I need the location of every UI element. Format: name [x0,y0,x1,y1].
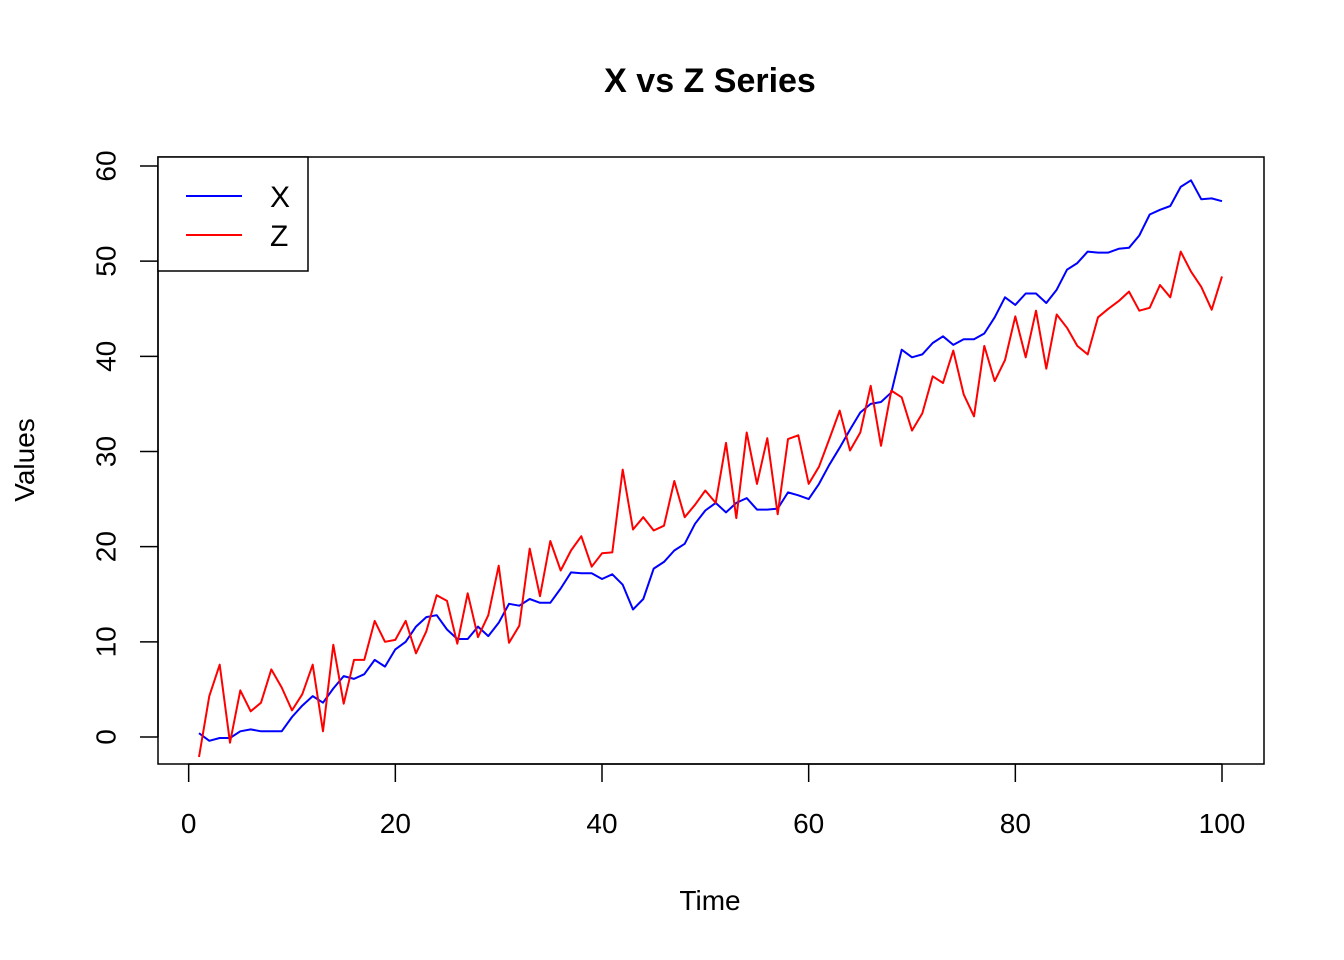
y-tick-label: 10 [90,626,121,657]
chart-title: X vs Z Series [604,62,816,100]
legend-label-x: X [270,181,290,214]
series-line-z [198,250,1223,758]
x-tick-label: 100 [1199,808,1246,839]
x-tick-label: 60 [793,808,824,839]
x-tick-label: 40 [586,808,617,839]
y-tick-label: 20 [90,531,121,562]
y-axis-label: Values [9,418,40,502]
y-tick-label: 40 [90,341,121,372]
legend-label-z: Z [270,220,288,253]
series-layer [198,179,1223,758]
y-tick-label: 60 [90,150,121,181]
x-tick-label: 20 [380,808,411,839]
series-line-x [198,179,1223,742]
y-tick-label: 30 [90,436,121,467]
x-axis: 0 20 40 60 80 100 [181,763,1246,839]
x-axis-label: Time [679,885,740,916]
y-tick-label: 0 [90,729,121,745]
x-tick-label: 0 [181,808,197,839]
x-tick-label: 80 [1000,808,1031,839]
y-axis: 0 10 20 30 40 50 60 [90,150,159,745]
legend-box [157,156,309,272]
legend: X Z [157,156,309,272]
y-tick-label: 50 [90,246,121,277]
